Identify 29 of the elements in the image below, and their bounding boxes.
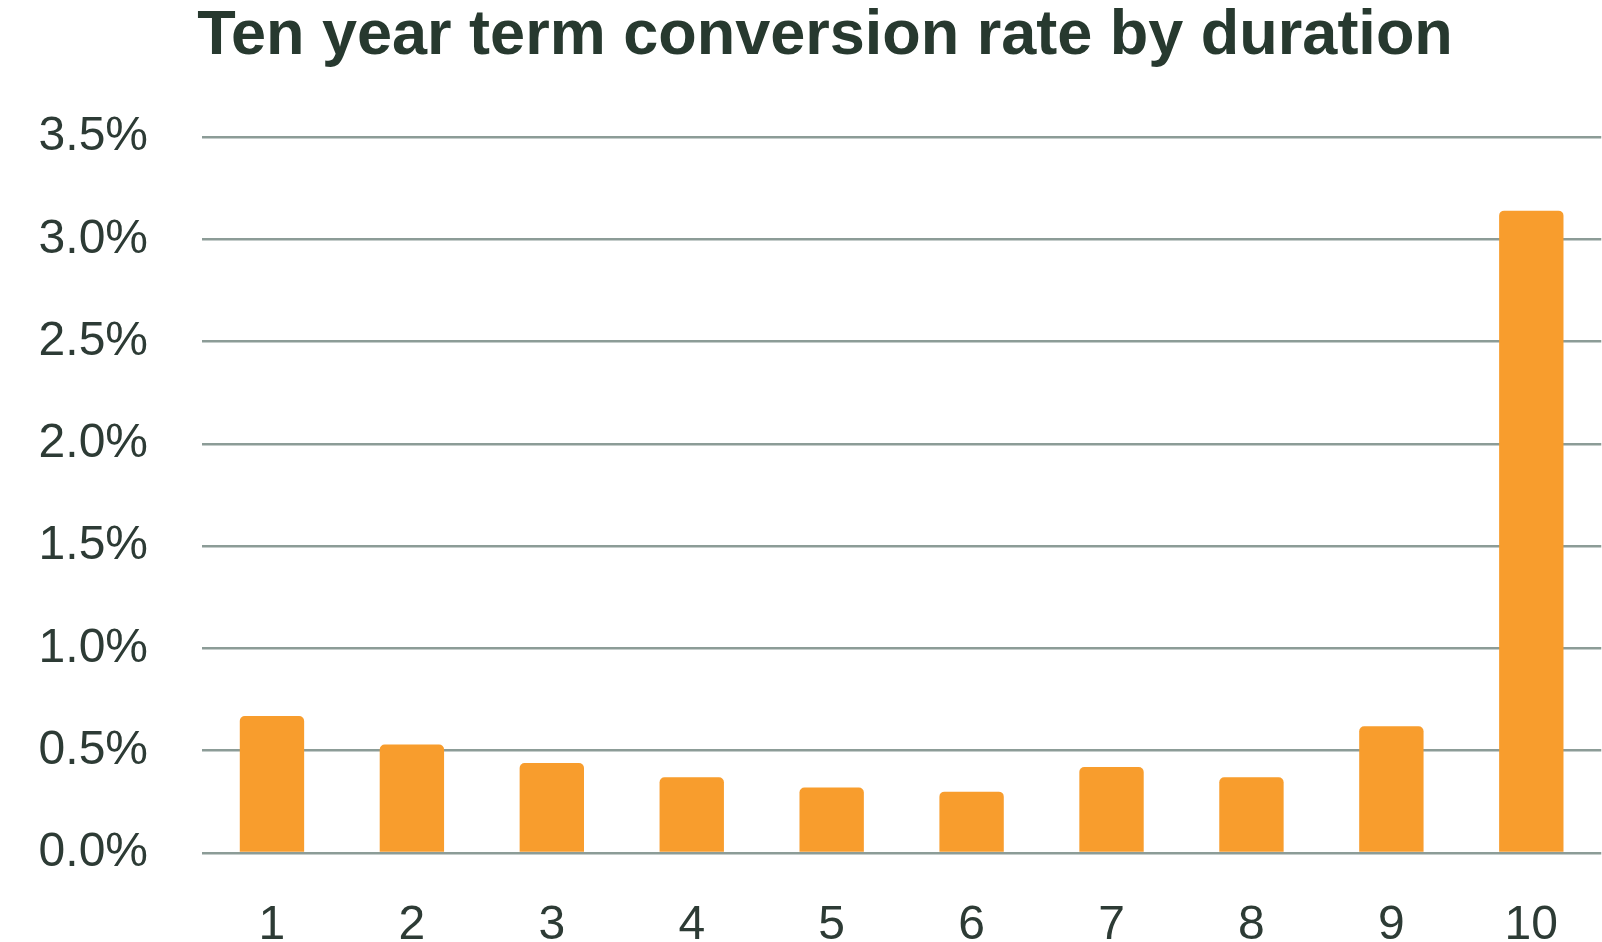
x-tick-label: 7 (1098, 896, 1125, 942)
x-tick-label: 10 (1504, 896, 1558, 942)
x-tick-label: 6 (958, 896, 985, 942)
bar (239, 715, 305, 852)
bar (799, 787, 864, 852)
bar (379, 744, 445, 852)
x-tick-label: 1 (258, 896, 286, 942)
bar (939, 791, 1004, 852)
y-tick-label: 2.5% (38, 311, 148, 365)
bar (1219, 777, 1284, 852)
x-tick-label: 2 (398, 896, 426, 942)
bar (1079, 767, 1144, 852)
bar (519, 762, 584, 852)
x-tick-label: 4 (678, 896, 706, 942)
y-tick-label: 2.0% (38, 414, 148, 468)
y-tick-label: 0.5% (38, 720, 148, 774)
x-tick-label: 8 (1238, 896, 1265, 942)
bar (659, 777, 724, 852)
bar (1359, 726, 1424, 852)
chart-title: Ten year term conversion rate by duration (197, 0, 1453, 68)
y-tick-label: 0.0% (38, 823, 148, 877)
y-tick-label: 3.0% (38, 209, 148, 263)
x-tick-label: 5 (818, 896, 846, 942)
bar (1499, 210, 1564, 852)
y-tick-label: 3.5% (38, 107, 148, 161)
x-tick-label: 3 (538, 896, 566, 942)
y-tick-label: 1.5% (38, 516, 148, 570)
y-tick-label: 1.0% (38, 618, 148, 672)
x-tick-label: 9 (1378, 896, 1405, 942)
